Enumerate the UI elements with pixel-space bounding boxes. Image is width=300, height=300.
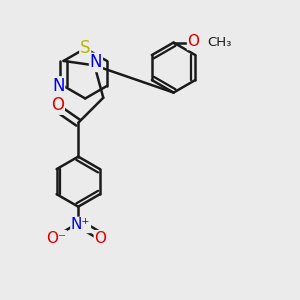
Text: N⁺: N⁺ [71, 218, 90, 232]
Text: O: O [188, 34, 200, 50]
Text: O: O [51, 96, 64, 114]
Text: N: N [52, 77, 64, 95]
Text: O⁻: O⁻ [46, 231, 66, 246]
Text: N: N [90, 53, 102, 71]
Text: O: O [94, 231, 106, 246]
Text: CH₃: CH₃ [207, 36, 232, 49]
Text: S: S [80, 39, 91, 57]
